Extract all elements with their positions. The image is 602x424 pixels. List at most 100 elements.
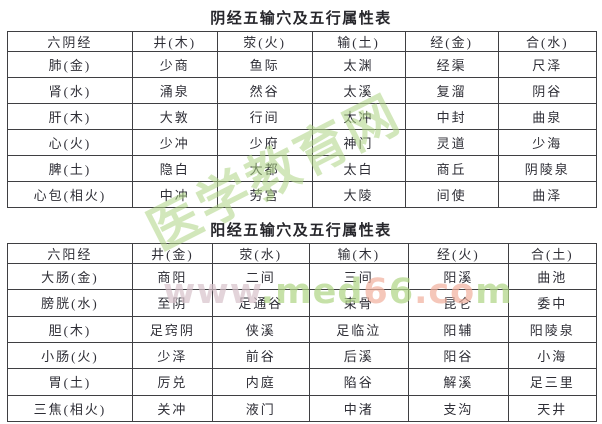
table-cell: 阴谷 bbox=[497, 77, 598, 104]
yin-table-title: 阴经五输穴及五行属性表 bbox=[210, 11, 392, 27]
header-cell: 经(金) bbox=[404, 31, 499, 52]
table-cell: 解溪 bbox=[408, 368, 509, 396]
table-cell: 阳辅 bbox=[408, 315, 509, 343]
table-cell: 隐白 bbox=[131, 155, 218, 182]
table-row: 胃(土) 厉兑 内庭 陷谷 解溪 足三里 bbox=[7, 368, 598, 396]
table-cell: 内庭 bbox=[211, 368, 310, 396]
header-cell: 经(火) bbox=[408, 243, 509, 264]
header-cell: 六阴经 bbox=[7, 31, 133, 52]
table-cell: 胃(土) bbox=[7, 368, 133, 396]
yin-meridian-table: 六阴经 井(木) 荥(火) 输(土) 经(金) 合(水) 肺(金) 少商 鱼际 太渊 经渠 尺泽 肾(… bbox=[7, 31, 598, 208]
table-cell: 后溪 bbox=[308, 341, 410, 370]
table-cell: 足通谷 bbox=[211, 289, 310, 317]
table-cell: 曲池 bbox=[507, 262, 598, 291]
table-cell: 阳陵泉 bbox=[507, 315, 598, 343]
table-cell: 膀胱(水) bbox=[7, 289, 133, 317]
table-cell: 中封 bbox=[404, 103, 499, 130]
table-cell: 大都 bbox=[216, 155, 313, 182]
table-cell: 大陵 bbox=[311, 181, 406, 208]
table-row: 小肠(火) 少泽 前谷 后溪 阳谷 小海 bbox=[7, 341, 598, 370]
table-cell: 昆仑 bbox=[408, 289, 509, 317]
table-cell: 三间 bbox=[308, 262, 410, 291]
table-cell: 中冲 bbox=[131, 181, 218, 208]
yang-meridian-table: 六阳经 井(金) 荥(水) 输(木) 经(火) 合(土) 大肠(金) 商阳 二间 三间 阳溪 曲池膀… bbox=[7, 243, 598, 423]
table-cell: 太冲 bbox=[311, 103, 406, 130]
table-cell: 少海 bbox=[497, 129, 598, 156]
table-row: 心包(相火) 中冲 劳宫 大陵 间使 曲泽 bbox=[7, 181, 598, 208]
table-cell: 经渠 bbox=[404, 51, 499, 78]
table-cell: 足三里 bbox=[507, 368, 598, 396]
table-cell: 阳溪 bbox=[408, 262, 509, 291]
table-cell: 心(火) bbox=[7, 129, 133, 156]
table-cell: 至阴 bbox=[131, 289, 213, 317]
table-row: 三焦(相火) 关冲 液门 中渚 支沟 天井 bbox=[7, 394, 598, 423]
table-cell: 束骨 bbox=[308, 289, 410, 317]
table-cell: 少泽 bbox=[131, 341, 213, 370]
table-cell: 涌泉 bbox=[131, 77, 218, 104]
table-row: 肾(水) 涌泉 然谷 太溪 复溜 阴谷 bbox=[7, 77, 598, 104]
table-cell: 少冲 bbox=[131, 129, 218, 156]
header-row: 六阳经 井(金) 荥(水) 输(木) 经(火) 合(土) bbox=[7, 243, 598, 264]
header-cell: 荥(火) bbox=[216, 31, 313, 52]
table-cell: 太溪 bbox=[311, 77, 406, 104]
table-cell: 心包(相火) bbox=[7, 181, 133, 208]
table-cell: 商阳 bbox=[131, 262, 213, 291]
table-cell: 劳宫 bbox=[216, 181, 313, 208]
table-cell: 然谷 bbox=[216, 77, 313, 104]
header-cell: 输(土) bbox=[311, 31, 406, 52]
header-cell: 合(土) bbox=[507, 243, 598, 264]
table-cell: 关冲 bbox=[131, 394, 213, 423]
table-cell: 灵道 bbox=[404, 129, 499, 156]
table-cell: 鱼际 bbox=[216, 51, 313, 78]
header-row: 六阴经 井(木) 荥(火) 输(土) 经(金) 合(水) bbox=[7, 31, 598, 52]
table-row: 大肠(金) 商阳 二间 三间 阳溪 曲池 bbox=[7, 262, 598, 291]
table-cell: 足临泣 bbox=[308, 315, 410, 343]
table-cell: 神门 bbox=[311, 129, 406, 156]
table-cell: 胆(木) bbox=[7, 315, 133, 343]
table-cell: 尺泽 bbox=[497, 51, 598, 78]
table-cell: 商丘 bbox=[404, 155, 499, 182]
table-cell: 阴陵泉 bbox=[497, 155, 598, 182]
table-cell: 液门 bbox=[211, 394, 310, 423]
table-cell: 行间 bbox=[216, 103, 313, 130]
table-cell: 肾(水) bbox=[7, 77, 133, 104]
table-cell: 委中 bbox=[507, 289, 598, 317]
table-cell: 复溜 bbox=[404, 77, 499, 104]
table-cell: 支沟 bbox=[408, 394, 509, 423]
table-cell: 肺(金) bbox=[7, 51, 133, 78]
table-cell: 侠溪 bbox=[211, 315, 310, 343]
table-row: 肺(金) 少商 鱼际 太渊 经渠 尺泽 bbox=[7, 51, 598, 78]
table-cell: 大肠(金) bbox=[7, 262, 133, 291]
table-cell: 二间 bbox=[211, 262, 310, 291]
table-cell: 前谷 bbox=[211, 341, 310, 370]
table-cell: 大敦 bbox=[131, 103, 218, 130]
table-cell: 间使 bbox=[404, 181, 499, 208]
header-cell: 荥(水) bbox=[211, 243, 310, 264]
header-cell: 井(木) bbox=[131, 31, 218, 52]
header-cell: 输(木) bbox=[308, 243, 410, 264]
table-row: 肝(木) 大敦 行间 太冲 中封 曲泉 bbox=[7, 103, 598, 130]
table-cell: 太渊 bbox=[311, 51, 406, 78]
table-cell: 足窍阴 bbox=[131, 315, 213, 343]
table-cell: 少府 bbox=[216, 129, 313, 156]
table-row: 脾(土) 隐白 大都 太白 商丘 阴陵泉 bbox=[7, 155, 598, 182]
table-cell: 陷谷 bbox=[308, 368, 410, 396]
table-cell: 小海 bbox=[507, 341, 598, 370]
table-cell: 肝(木) bbox=[7, 103, 133, 130]
header-cell: 六阳经 bbox=[7, 243, 133, 264]
yang-table-title: 阳经五输穴及五行属性表 bbox=[210, 223, 392, 239]
table-cell: 太白 bbox=[311, 155, 406, 182]
table-cell: 小肠(火) bbox=[7, 341, 133, 370]
table-cell: 天井 bbox=[507, 394, 598, 423]
table-cell: 厉兑 bbox=[131, 368, 213, 396]
table-cell: 三焦(相火) bbox=[7, 394, 133, 423]
table-cell: 阳谷 bbox=[408, 341, 509, 370]
table-cell: 少商 bbox=[131, 51, 218, 78]
table-row: 心(火) 少冲 少府 神门 灵道 少海 bbox=[7, 129, 598, 156]
table-cell: 脾(土) bbox=[7, 155, 133, 182]
table-row: 胆(木) 足窍阴 侠溪 足临泣 阳辅 阳陵泉 bbox=[7, 315, 598, 343]
header-cell: 合(水) bbox=[497, 31, 598, 52]
table-cell: 中渚 bbox=[308, 394, 410, 423]
header-cell: 井(金) bbox=[131, 243, 213, 264]
